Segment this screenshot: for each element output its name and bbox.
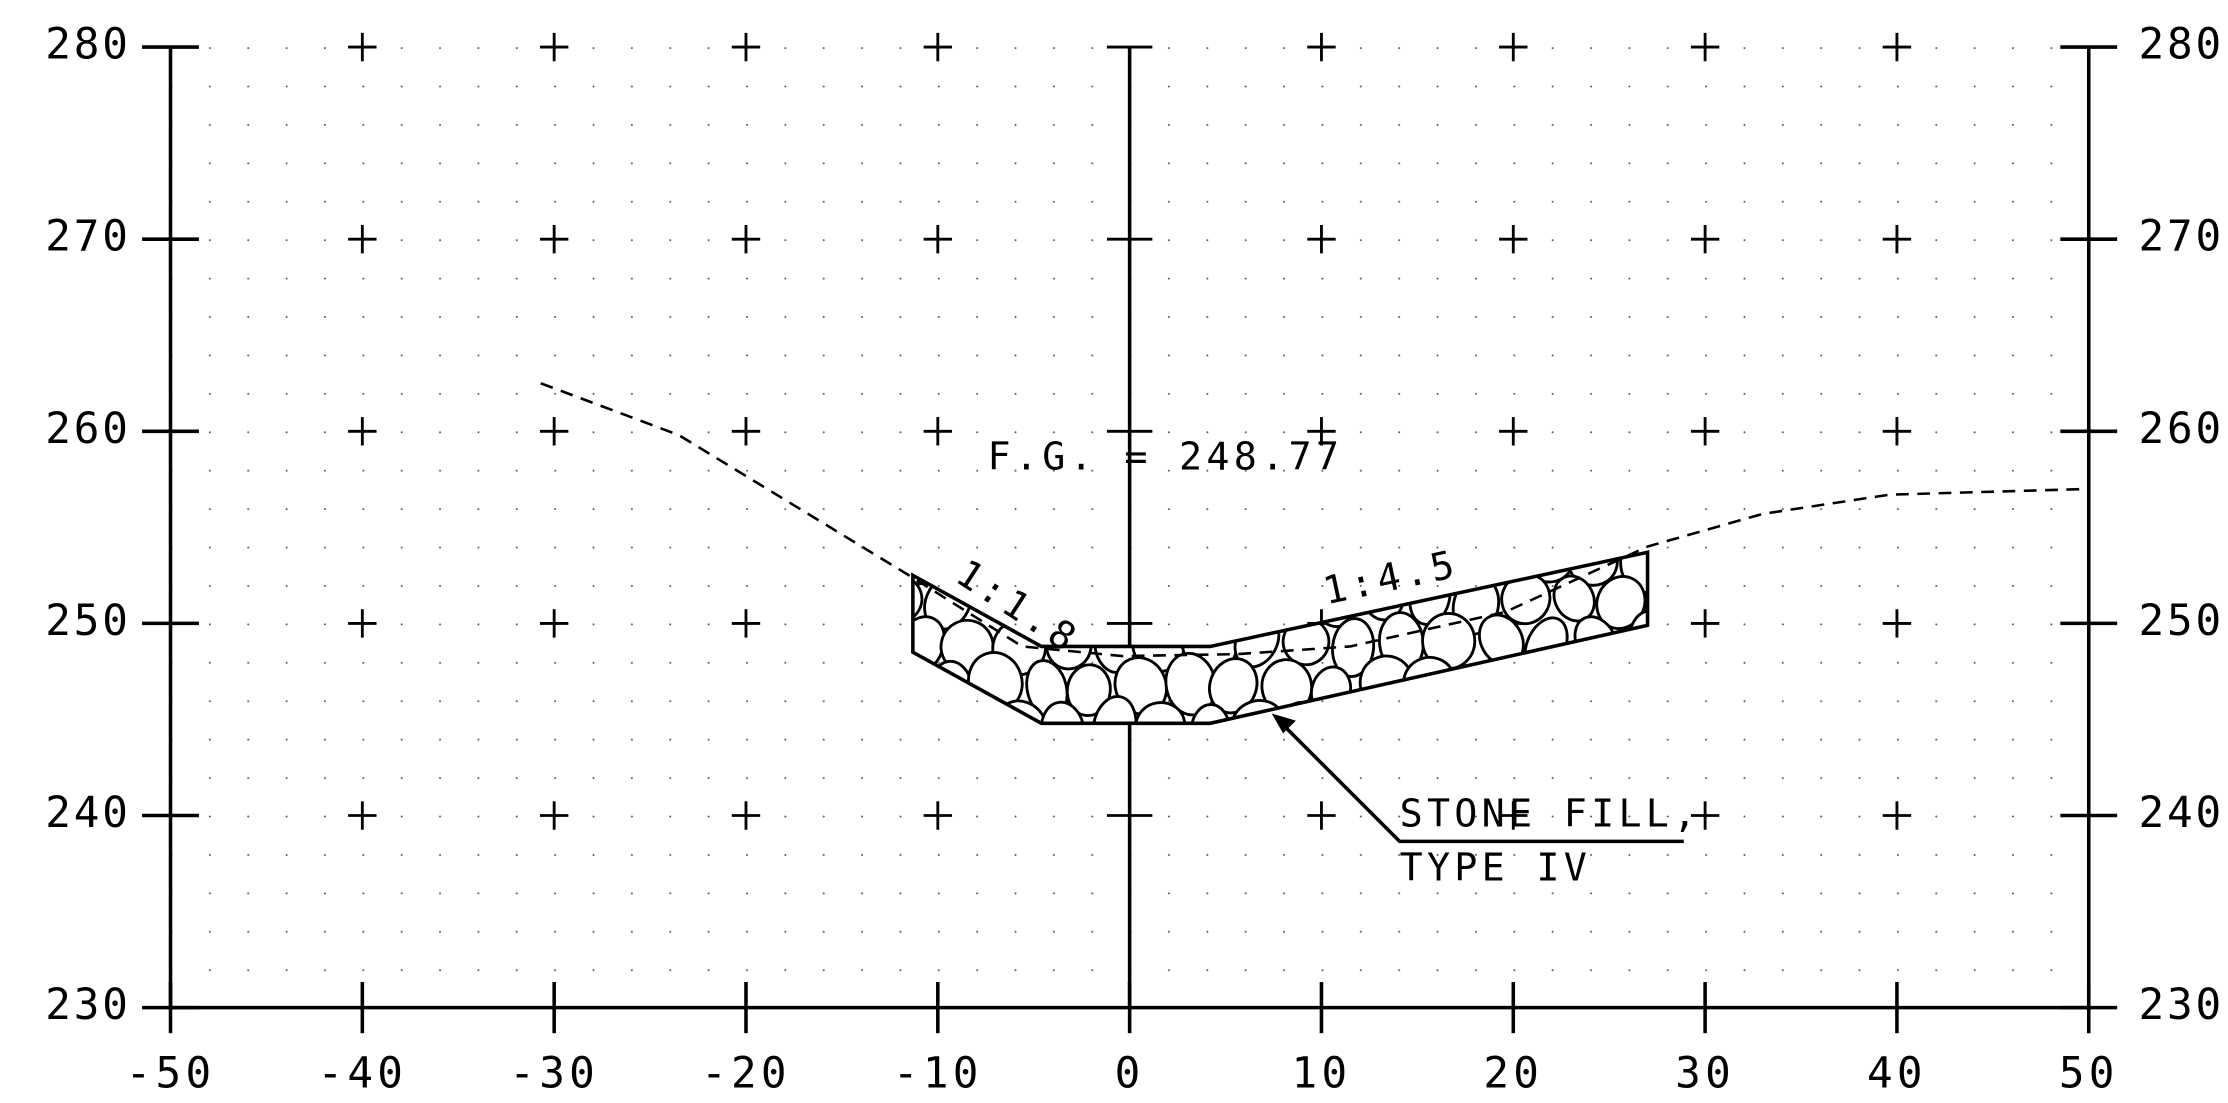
x-tick-label: 20 bbox=[1483, 1048, 1543, 1098]
stone bbox=[1040, 700, 1086, 724]
y-tick-label: 230 bbox=[45, 980, 131, 1030]
y-tick-label: 240 bbox=[45, 788, 131, 838]
x-tick-label: 40 bbox=[1867, 1048, 1927, 1098]
y-tick-label: 250 bbox=[45, 596, 131, 646]
stone bbox=[1643, 577, 1648, 633]
finished-grade-label: F.G. = 248.77 bbox=[988, 435, 1344, 480]
callout-label: TYPE IV bbox=[1400, 845, 1592, 890]
y-tick-label: 250 bbox=[2138, 596, 2224, 646]
x-tick-label: -40 bbox=[317, 1048, 407, 1098]
existing-ground bbox=[540, 382, 2089, 658]
stone bbox=[912, 574, 924, 624]
y-tick-label: 280 bbox=[2138, 20, 2224, 70]
leader-line bbox=[1274, 716, 1684, 844]
stone bbox=[1134, 701, 1187, 724]
x-tick-label: -20 bbox=[701, 1048, 791, 1098]
stone bbox=[1065, 663, 1112, 718]
y-tick-label: 260 bbox=[45, 404, 131, 454]
x-tick-label: 30 bbox=[1675, 1048, 1735, 1098]
x-tick-label: -30 bbox=[509, 1048, 599, 1098]
stone-fill bbox=[911, 550, 1650, 726]
leader-arrow bbox=[1271, 713, 1296, 734]
y-tick-label: 270 bbox=[45, 212, 131, 262]
y-tick-label: 260 bbox=[2138, 404, 2224, 454]
stone bbox=[912, 615, 946, 677]
x-tick-label: 10 bbox=[1292, 1048, 1352, 1098]
stone bbox=[1190, 703, 1231, 724]
y-tick-label: 240 bbox=[2138, 788, 2224, 838]
callout-label: STONE FILL, bbox=[1400, 791, 1701, 836]
x-tick-label: 50 bbox=[2059, 1048, 2119, 1098]
x-tick-label: -10 bbox=[893, 1048, 983, 1098]
x-tick-label: 0 bbox=[1115, 1048, 1145, 1098]
y-tick-label: 280 bbox=[45, 20, 131, 70]
x-tick-label: -50 bbox=[126, 1048, 216, 1098]
y-tick-label: 270 bbox=[2138, 212, 2224, 262]
stone bbox=[1331, 617, 1376, 678]
y-tick-label: 230 bbox=[2138, 980, 2224, 1030]
